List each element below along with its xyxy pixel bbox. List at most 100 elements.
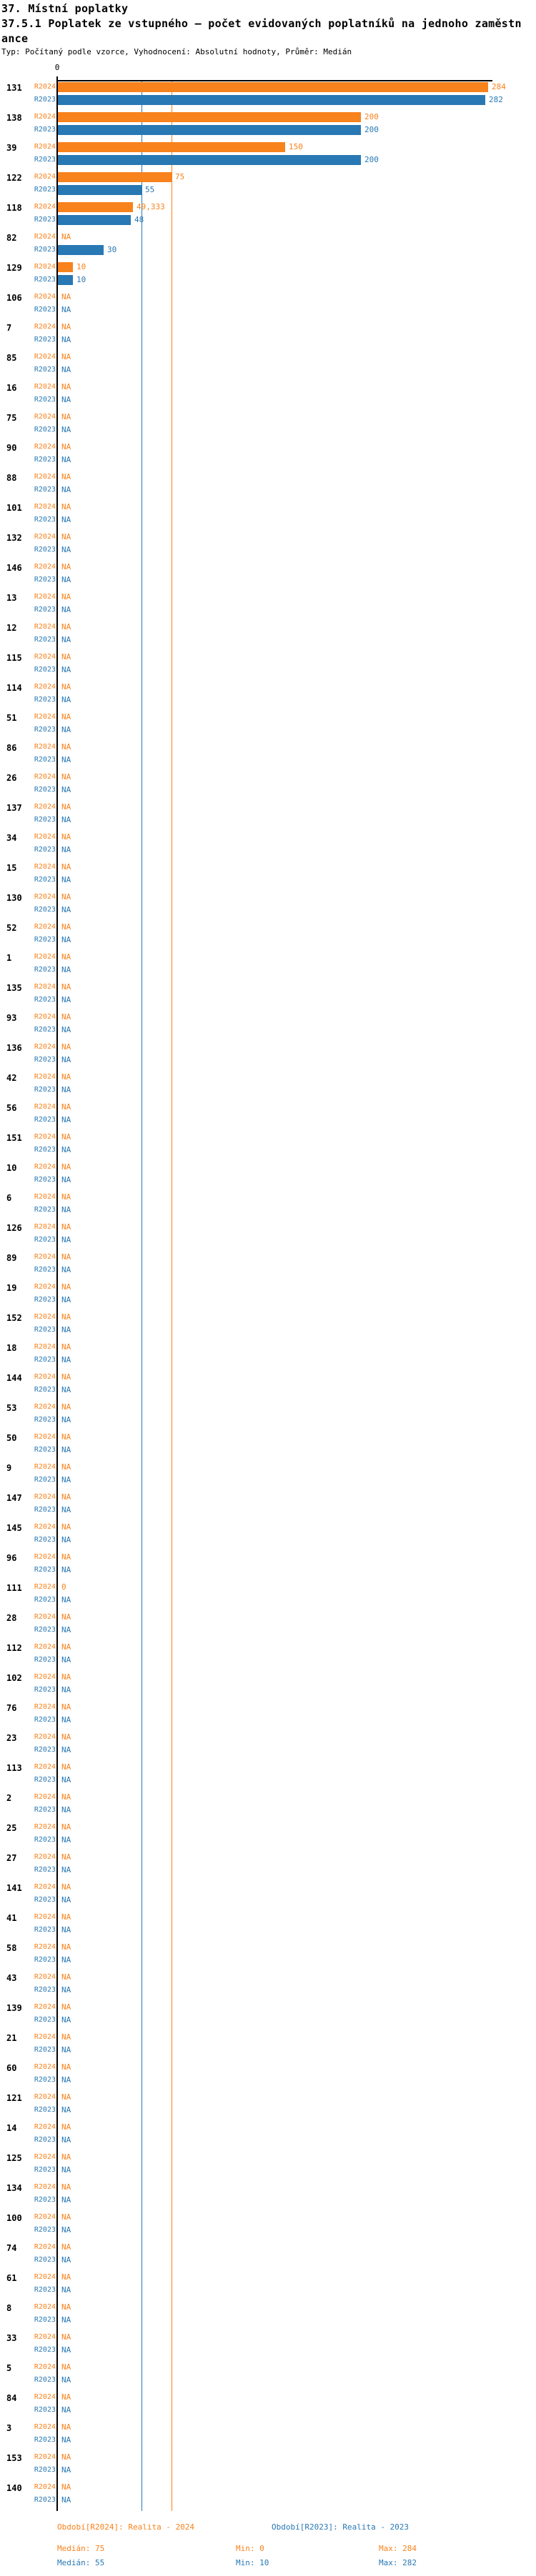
series-label-r2023: R2023 (34, 1686, 56, 1694)
group-id-label: 141 (6, 1883, 22, 1893)
group-id-label: 27 (6, 1853, 17, 1863)
series-label-r2024: R2024 (34, 1133, 56, 1141)
series-label-r2023: R2023 (34, 186, 56, 194)
series-label-r2023: R2023 (34, 1476, 56, 1484)
group-id-label: 151 (6, 1133, 22, 1143)
series-label-r2023: R2023 (34, 456, 56, 464)
series-label-r2023: R2023 (34, 1146, 56, 1154)
chart-meta-line: Typ: Počítaný podle vzorce, Vyhodnocení:… (1, 47, 352, 56)
bar-group: 41 R2024 NA R2023 NA (0, 1912, 536, 1942)
value-label-r2023: NA (61, 455, 71, 464)
series-label-r2024: R2024 (34, 353, 56, 361)
group-id-label: 18 (6, 1343, 17, 1353)
value-label-r2024: NA (61, 1222, 71, 1232)
group-id-label: 152 (6, 1313, 22, 1323)
value-label-r2023: NA (61, 2255, 71, 2265)
value-label-r2024: NA (61, 412, 71, 421)
value-label-r2023: NA (61, 2465, 71, 2475)
series-label-r2024: R2024 (34, 473, 56, 481)
x-axis-line (56, 80, 492, 81)
value-label-r2023: NA (61, 1625, 71, 1634)
group-id-label: 122 (6, 173, 22, 183)
value-label-r2023: NA (61, 485, 71, 494)
bar-group: 34 R2024 NA R2023 NA (0, 832, 536, 862)
series-label-r2024: R2024 (34, 2423, 56, 2431)
series-label-r2023: R2023 (34, 1716, 56, 1724)
series-label-r2023: R2023 (34, 396, 56, 404)
series-label-r2024: R2024 (34, 2123, 56, 2131)
value-label-r2023: NA (61, 2105, 71, 2115)
group-id-label: 114 (6, 683, 22, 693)
series-label-r2023: R2023 (34, 1086, 56, 1094)
bar-group: 115 R2024 NA R2023 NA (0, 652, 536, 682)
bar-group: 151 R2024 NA R2023 NA (0, 1132, 536, 1162)
group-id-label: 52 (6, 923, 17, 933)
group-id-label: 111 (6, 1583, 22, 1593)
series-label-r2024: R2024 (34, 1613, 56, 1621)
bar-group: 118 R2024 49,333 R2023 48 (0, 202, 536, 232)
value-label-r2023: NA (61, 2495, 71, 2505)
series-label-r2024: R2024 (34, 383, 56, 391)
value-label-r2024: NA (61, 1192, 71, 1202)
series-label-r2024: R2024 (34, 1883, 56, 1891)
group-id-label: 144 (6, 1373, 22, 1383)
series-label-r2023: R2023 (34, 1296, 56, 1304)
series-label-r2024: R2024 (34, 1373, 56, 1381)
group-id-label: 135 (6, 983, 22, 993)
value-label-r2023: NA (61, 965, 71, 974)
value-label-r2024: NA (61, 1942, 71, 1952)
series-label-r2023: R2023 (34, 1446, 56, 1454)
series-label-r2024: R2024 (34, 1103, 56, 1111)
bar-group: 136 R2024 NA R2023 NA (0, 1042, 536, 1072)
value-label-r2023: 200 (364, 155, 379, 164)
series-label-r2023: R2023 (34, 696, 56, 704)
value-label-r2024: NA (61, 652, 71, 662)
value-label-r2024: NA (61, 2482, 71, 2492)
bar-group: 28 R2024 NA R2023 NA (0, 1612, 536, 1642)
y-axis-line (56, 76, 58, 2511)
series-label-r2023: R2023 (34, 1836, 56, 1844)
bar-group: 84 R2024 NA R2023 NA (0, 2392, 536, 2422)
bar-group: 13 R2024 NA R2023 NA (0, 592, 536, 622)
value-label-r2024: NA (61, 1732, 71, 1742)
value-label-r2024: NA (61, 1672, 71, 1682)
value-label-r2024: NA (61, 2122, 71, 2132)
stat-min-2023: Min: 10 (236, 2558, 269, 2567)
series-label-r2024: R2024 (34, 1913, 56, 1921)
bar-group: 89 R2024 NA R2023 NA (0, 1252, 536, 1282)
value-label-r2024: NA (61, 1432, 71, 1442)
value-label-r2024: NA (61, 982, 71, 992)
stat-median-2024: Medián: 75 (57, 2544, 105, 2553)
series-label-r2024: R2024 (34, 2243, 56, 2251)
value-label-r2024: NA (61, 532, 71, 541)
bar-group: 15 R2024 NA R2023 NA (0, 862, 536, 892)
group-id-label: 33 (6, 2333, 17, 2343)
series-label-r2024: R2024 (34, 1253, 56, 1261)
value-label-r2023: NA (61, 2075, 71, 2085)
series-label-r2023: R2023 (34, 756, 56, 764)
series-label-r2024: R2024 (34, 2183, 56, 2191)
bar-group: 76 R2024 NA R2023 NA (0, 1702, 536, 1732)
value-label-r2024: NA (61, 1792, 71, 1802)
bar-group: 12 R2024 NA R2023 NA (0, 622, 536, 652)
value-label-r2023: NA (61, 2015, 71, 2025)
group-id-label: 136 (6, 1043, 22, 1053)
series-label-r2024: R2024 (34, 1703, 56, 1711)
bar-group: 113 R2024 NA R2023 NA (0, 1762, 536, 1792)
value-label-r2023: 30 (107, 245, 117, 254)
bar-group: 138 R2024 200 R2023 200 (0, 112, 536, 142)
value-label-r2023: NA (61, 2345, 71, 2355)
value-label-r2024: NA (61, 352, 71, 361)
group-id-label: 28 (6, 1613, 17, 1623)
series-label-r2024: R2024 (34, 1523, 56, 1531)
group-id-label: 8 (6, 2303, 12, 2313)
value-label-r2023: NA (61, 785, 71, 794)
group-id-label: 34 (6, 833, 17, 843)
bar-group: 19 R2024 NA R2023 NA (0, 1282, 536, 1312)
value-label-r2023: NA (61, 1595, 71, 1604)
group-id-label: 41 (6, 1913, 17, 1923)
value-label-r2024: NA (61, 292, 71, 301)
value-label-r2024: NA (61, 1642, 71, 1652)
series-label-r2023: R2023 (34, 216, 56, 224)
value-label-r2023: NA (61, 725, 71, 734)
